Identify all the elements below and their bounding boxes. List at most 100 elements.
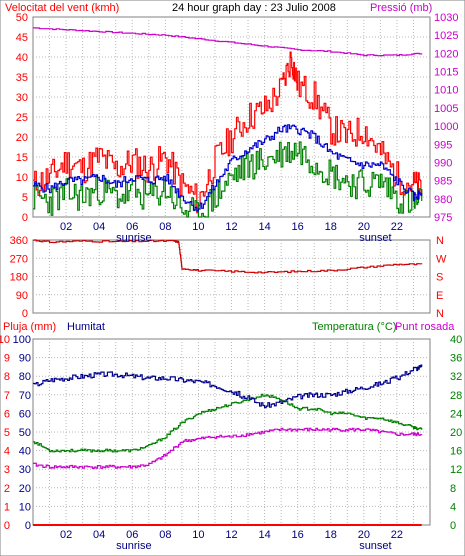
humidity-axis-tick-label: 80	[19, 371, 31, 383]
rain-axis-tick-label: 3	[4, 464, 10, 476]
humidity-axis-tick-label: 90	[19, 353, 31, 365]
series-line-temperature	[33, 393, 423, 453]
wind-axis-tick-label: 50	[16, 12, 28, 24]
time-axis-tick-label: 18	[325, 529, 337, 541]
pressure-axis-tick-label: 1015	[434, 67, 458, 79]
time-axis-tick-label: 10	[192, 529, 204, 541]
sunset-marker-label: sunset	[359, 540, 391, 552]
time-axis-tick-label: 10	[192, 221, 204, 233]
wind-axis-tick-label: 30	[16, 92, 28, 104]
humidity-axis-tick-label: 30	[19, 464, 31, 476]
series-line-speed	[33, 141, 423, 218]
pressure-axis-title: Pressió (mb)	[370, 2, 432, 14]
pressure-axis-tick-label: 985	[434, 176, 452, 188]
time-axis-tick-label: 18	[325, 221, 337, 233]
time-axis-tick-label: 06	[126, 529, 138, 541]
rain-axis-tick-label: 8	[4, 371, 10, 383]
wind-axis-tick-label: 40	[16, 52, 28, 64]
humidity-axis-tick-label: 50	[19, 427, 31, 439]
series-line-dew-point	[33, 427, 423, 469]
pressure-axis-tick-label: 1025	[434, 30, 458, 42]
pressure-axis-tick-label: 990	[434, 157, 452, 169]
time-axis-tick-label: 02	[60, 221, 72, 233]
series-line-pressure	[33, 27, 423, 57]
time-axis-tick-label: 12	[225, 529, 237, 541]
direction-axis-tick-label: 270	[10, 253, 28, 265]
temperature-axis-tick-label: 8	[450, 483, 456, 495]
wind-axis-tick-label: 15	[16, 152, 28, 164]
time-axis-tick-label: 14	[258, 529, 270, 541]
dew-point-axis-title: Punt rosada	[395, 321, 455, 333]
temperature-axis-tick-label: 0	[450, 520, 456, 532]
humidity-axis-tick-label: 40	[19, 446, 31, 458]
wind-axis-tick-label: 20	[16, 132, 28, 144]
rain-axis-tick-label: 6	[4, 408, 10, 420]
series-line-humidity	[33, 364, 423, 409]
wind-axis-tick-label: 45	[16, 32, 28, 44]
time-axis-tick-label: 22	[391, 529, 403, 541]
pressure-axis-tick-label: 1020	[434, 48, 458, 60]
graph-title: 24 hour graph day : 23 Julio 2008	[172, 2, 336, 14]
wind-axis-tick-label: 10	[16, 172, 28, 184]
compass-label: N	[436, 235, 444, 247]
time-axis-tick-label: 16	[292, 529, 304, 541]
pressure-axis-tick-label: 995	[434, 139, 452, 151]
time-axis-tick-label: 06	[126, 221, 138, 233]
rain-axis-tick-label: 4	[4, 446, 10, 458]
direction-axis-tick-label: 360	[10, 235, 28, 247]
rain-axis-tick-label: 5	[4, 427, 10, 439]
pressure-axis-tick-label: 975	[434, 212, 452, 224]
pressure-axis-tick-label: 1005	[434, 103, 458, 115]
sunrise-marker-label: sunrise	[116, 232, 151, 244]
time-axis-tick-label: 08	[159, 221, 171, 233]
temperature-axis-tick-label: 28	[450, 390, 462, 402]
wind-axis-tick-label: 25	[16, 112, 28, 124]
wind-axis-tick-label: 5	[22, 192, 28, 204]
time-axis-tick-label: 08	[159, 529, 171, 541]
temperature-axis-tick-label: 4	[450, 501, 456, 513]
series-line-average	[33, 124, 423, 212]
humidity-axis-tick-label: 100	[13, 334, 31, 346]
temperature-axis-tick-label: 24	[450, 408, 462, 420]
time-axis-tick-label: 04	[93, 529, 105, 541]
temperature-axis-tick-label: 40	[450, 334, 462, 346]
direction-axis-tick-label: 0	[22, 308, 28, 320]
pressure-axis-tick-label: 1010	[434, 85, 458, 97]
humidity-axis-tick-label: 0	[25, 520, 31, 532]
series-line-direction	[33, 239, 423, 274]
humidity-axis-tick-label: 70	[19, 390, 31, 402]
wind-axis-tick-label: 35	[16, 72, 28, 84]
direction-axis-tick-label: 90	[16, 290, 28, 302]
time-axis-tick-label: 22	[391, 221, 403, 233]
wind-axis-tick-label: 0	[22, 212, 28, 224]
temperature-axis-title: Temperatura (°C)	[312, 321, 396, 333]
rain-axis-title: Pluja (mm)	[3, 321, 56, 333]
pressure-axis-tick-label: 980	[434, 194, 452, 206]
sunrise-marker-label: sunrise	[116, 540, 151, 552]
rain-axis-tick-label: 9	[4, 353, 10, 365]
time-axis-tick-label: 14	[258, 221, 270, 233]
time-axis-tick-label: 20	[358, 221, 370, 233]
wind-axis-title: Velocitat del vent (kmh)	[5, 2, 119, 14]
humidity-axis-title: Humitat	[67, 321, 105, 333]
humidity-axis-tick-label: 20	[19, 483, 31, 495]
sunset-marker-label: sunset	[359, 232, 391, 244]
rain-axis-tick-label: 2	[4, 483, 10, 495]
compass-label: W	[436, 253, 447, 265]
time-axis-tick-label: 02	[60, 529, 72, 541]
series-line-gust	[33, 51, 423, 214]
temperature-axis-tick-label: 16	[450, 446, 462, 458]
humidity-axis-tick-label: 60	[19, 408, 31, 420]
compass-label: E	[436, 290, 443, 302]
rain-axis-tick-label: 0	[4, 520, 10, 532]
rain-axis-tick-label: 7	[4, 390, 10, 402]
temperature-axis-tick-label: 12	[450, 464, 462, 476]
direction-axis-tick-label: 180	[10, 272, 28, 284]
temperature-axis-tick-label: 36	[450, 353, 462, 365]
time-axis-tick-label: 12	[225, 221, 237, 233]
compass-label: S	[436, 272, 443, 284]
temperature-axis-tick-label: 32	[450, 371, 462, 383]
time-axis-tick-label: 04	[93, 221, 105, 233]
